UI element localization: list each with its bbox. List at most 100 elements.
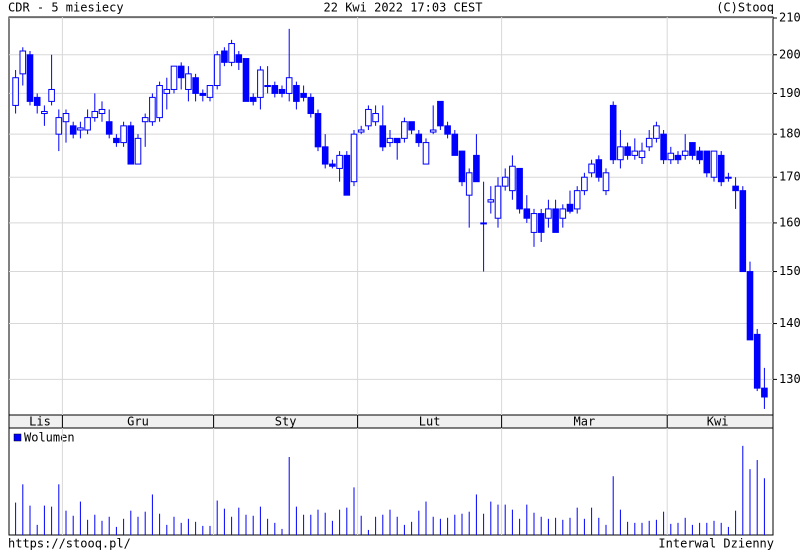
candle-body: [645, 137, 653, 148]
volume-bar: [619, 509, 621, 535]
volume-bar: [526, 504, 528, 535]
volume-bar: [461, 513, 463, 535]
candle-body: [761, 387, 768, 398]
candle-body: [717, 154, 725, 183]
candle-body: [379, 125, 387, 148]
candle-body: [213, 54, 221, 87]
month-label: Mar: [574, 415, 596, 429]
candle-body: [523, 208, 531, 219]
volume-bar: [547, 518, 549, 535]
candle-body: [530, 213, 538, 233]
volume-bar: [22, 484, 24, 535]
y-tick-label: 190: [779, 86, 800, 100]
volume-bar: [130, 510, 132, 535]
volume-bar: [252, 515, 254, 535]
candle-body: [192, 77, 199, 94]
candle-body: [653, 125, 660, 139]
candle-body: [602, 172, 610, 192]
candle-body: [271, 85, 279, 94]
volume-bar: [411, 521, 413, 535]
volume-bar: [310, 514, 312, 535]
volume-bar: [627, 521, 629, 535]
candle-body: [235, 54, 243, 63]
candle-body: [285, 77, 293, 94]
plot-frame: [8, 16, 774, 416]
candle-body: [732, 185, 739, 192]
candle-body: [444, 125, 451, 135]
volume-bar: [108, 516, 110, 535]
volume-bar: [295, 506, 297, 535]
volume-bar: [159, 513, 161, 535]
y-tick-label: 160: [779, 215, 800, 229]
candle-body: [177, 65, 185, 79]
volume-bar: [439, 518, 441, 535]
volume-bar: [511, 509, 513, 535]
candle-body: [595, 159, 603, 178]
volume-bar: [353, 487, 355, 535]
volume-bar: [180, 522, 182, 535]
candle-body: [487, 199, 495, 203]
candle-body: [422, 142, 430, 165]
volume-bar: [259, 506, 261, 535]
y-tick-label: 200: [779, 47, 800, 61]
volume-bar: [756, 460, 758, 535]
volume-bar: [727, 526, 729, 535]
candle-body: [242, 58, 250, 102]
candle-body: [149, 96, 156, 123]
candle-body: [566, 203, 574, 212]
candle-body: [465, 172, 473, 196]
candle-body: [365, 108, 372, 127]
volume-bar: [670, 523, 672, 535]
candle-body: [429, 129, 437, 133]
volume-bar: [483, 513, 485, 535]
volume-bar: [389, 509, 391, 535]
volume-bar: [749, 469, 751, 535]
volume-bar: [223, 508, 225, 535]
candle-body: [638, 150, 646, 159]
candle-body: [206, 85, 214, 98]
candle-body: [77, 127, 84, 131]
candle-body: [55, 117, 63, 135]
candle-body: [113, 137, 120, 144]
candle-body: [746, 271, 754, 341]
candle-body: [185, 73, 192, 90]
candle-body: [393, 137, 401, 144]
volume-bar: [735, 510, 737, 535]
volume-bar: [51, 506, 53, 535]
candle-body: [473, 154, 480, 183]
candle-body: [494, 185, 502, 219]
candle-body: [581, 176, 588, 192]
volume-bar: [209, 525, 211, 535]
candle-body: [91, 110, 99, 119]
candle-body: [696, 150, 703, 161]
volume-bar: [331, 520, 333, 535]
candle-body: [703, 150, 711, 174]
candle-body: [609, 104, 617, 161]
volume-bar: [504, 504, 506, 535]
volume-bar: [79, 501, 81, 535]
volume-bar: [267, 518, 269, 535]
volume-bar: [598, 517, 600, 535]
volume-bar: [101, 520, 103, 535]
volume-bar: [497, 504, 499, 535]
footer-left: https://stooq.pl/: [8, 537, 131, 550]
volume-bar: [173, 516, 175, 535]
header-left: CDR - 5 miesiecy: [8, 1, 124, 15]
volume-bar: [418, 510, 420, 535]
candle-body: [516, 167, 523, 210]
y-tick-label: 180: [779, 127, 800, 141]
volume-bar: [699, 522, 701, 535]
month-label: Sty: [275, 415, 297, 429]
volume-bar: [468, 511, 470, 535]
candle-body: [329, 163, 336, 167]
volume-bar: [58, 484, 60, 535]
month-bar: [8, 414, 774, 429]
volume-bar: [605, 524, 607, 535]
candle-body: [660, 133, 667, 161]
volume-bar: [187, 518, 189, 535]
volume-bar: [317, 509, 319, 535]
candle-body: [753, 333, 761, 389]
candle-body: [127, 125, 135, 165]
